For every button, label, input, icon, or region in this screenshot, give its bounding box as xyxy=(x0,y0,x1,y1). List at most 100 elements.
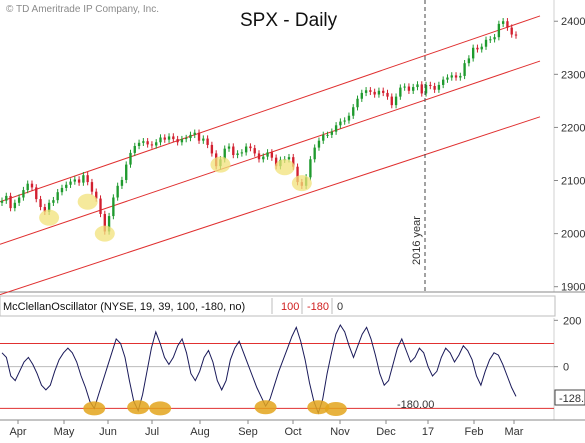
x-tick-label: Mar xyxy=(505,426,524,438)
candle-body xyxy=(313,147,316,160)
candle-body xyxy=(236,153,239,156)
candle-body xyxy=(514,34,518,36)
candle-body xyxy=(65,184,68,188)
x-tick-label: Nov xyxy=(330,426,350,438)
candle-body xyxy=(360,92,363,99)
oscillator-line xyxy=(1,323,517,415)
candle-body xyxy=(244,146,248,153)
candle-body xyxy=(377,90,381,95)
price-tick-label: 1900 xyxy=(561,282,585,294)
price-low-highlight xyxy=(77,193,98,210)
candle-body xyxy=(386,92,389,97)
channel-line-lower xyxy=(0,116,541,296)
candle-body xyxy=(257,153,261,160)
candle-body xyxy=(0,200,4,203)
candle-body xyxy=(39,199,42,208)
candle-body xyxy=(77,179,81,183)
candle-body xyxy=(155,142,158,146)
candle-body xyxy=(95,191,98,199)
candle-body xyxy=(274,157,278,167)
candle-body xyxy=(60,187,64,193)
candle-body xyxy=(433,86,436,90)
candle-body xyxy=(17,197,21,203)
candle-body xyxy=(382,90,385,93)
candle-body xyxy=(437,84,441,90)
candle-body xyxy=(326,134,329,136)
candle-body xyxy=(90,182,94,192)
candle-body xyxy=(99,198,102,214)
candle-body xyxy=(103,213,106,232)
candle-body xyxy=(133,146,136,153)
candle-body xyxy=(197,132,201,141)
candle-body xyxy=(489,39,492,41)
candle-body xyxy=(180,139,184,143)
candle-body xyxy=(356,98,359,108)
candle-body xyxy=(339,121,342,126)
candle-body xyxy=(352,107,355,116)
oscillator-name: McClellanOscillator (NYSE, 19, 39, 100, … xyxy=(3,301,245,313)
candle-body xyxy=(343,120,346,122)
candle-body xyxy=(454,75,458,78)
candle-body xyxy=(292,157,295,167)
candle-body xyxy=(176,139,179,143)
candle-body xyxy=(56,192,59,201)
candle-body xyxy=(5,195,8,201)
candle-body xyxy=(146,141,149,145)
candle-body xyxy=(223,148,226,160)
candle-body xyxy=(120,179,124,186)
candle-body xyxy=(112,197,115,217)
legend-zero-level: 0 xyxy=(337,301,343,313)
candle-body xyxy=(73,179,76,182)
x-axis: Apr May Jun Jul Aug Sep Oct Nov Dec 17 Feb Mar xyxy=(0,419,585,438)
candle-body xyxy=(424,84,428,94)
candle-body xyxy=(484,39,488,47)
candle-body xyxy=(407,86,411,91)
oscillator-level-label: -180.00 xyxy=(397,399,434,411)
oscillator-panel: 2000 -180.00 -128. xyxy=(0,315,585,420)
candle-body xyxy=(334,125,338,132)
candle-body xyxy=(501,21,505,24)
oscillator-low-highlight xyxy=(127,400,150,415)
x-tick-label: May xyxy=(54,426,75,438)
legend-lower-level: -180 xyxy=(307,301,329,313)
candle-body xyxy=(206,138,209,145)
candle-body xyxy=(22,190,25,198)
candle-body xyxy=(266,152,269,157)
candle-body xyxy=(429,84,432,87)
price-panel: 2016 year 1900 2000 2100 2200 2300 2400 © TD … xyxy=(0,0,585,296)
candle-body xyxy=(412,87,415,91)
price-low-highlight xyxy=(291,175,312,192)
copyright-text: © TD Ameritrade IP Company, Inc. xyxy=(6,4,159,15)
candle-body xyxy=(52,200,55,203)
candle-body xyxy=(506,21,509,28)
candle-body xyxy=(510,27,513,35)
candle-body xyxy=(467,58,471,64)
candlesticks xyxy=(0,18,518,235)
candle-body xyxy=(193,132,196,135)
candle-body xyxy=(163,137,166,140)
oscillator-low-highlight xyxy=(324,402,347,416)
candle-body xyxy=(364,90,368,93)
legend-upper-level: 100 xyxy=(281,301,299,313)
price-y-ticks: 1900 2000 2100 2200 2300 2400 xyxy=(554,16,585,294)
candle-body xyxy=(35,187,38,200)
candle-body xyxy=(47,202,51,212)
oscillator-low-highlight xyxy=(83,401,106,416)
candle-body xyxy=(480,46,483,50)
candle-body xyxy=(373,91,376,95)
candle-body xyxy=(26,183,29,191)
candle-body xyxy=(296,166,299,183)
price-tick-label: 2300 xyxy=(561,69,585,81)
oscillator-y-ticks: 2000 xyxy=(554,315,581,374)
candle-body xyxy=(189,134,192,139)
candle-body xyxy=(167,136,171,140)
x-tick-label: Aug xyxy=(190,426,210,438)
highlighted-lows xyxy=(39,156,312,242)
candle-body xyxy=(446,77,449,80)
candle-body xyxy=(129,152,132,165)
candle-body xyxy=(347,115,351,121)
candle-body xyxy=(227,146,231,149)
x-tick-label: Sep xyxy=(238,426,258,438)
price-low-highlight xyxy=(274,159,295,176)
